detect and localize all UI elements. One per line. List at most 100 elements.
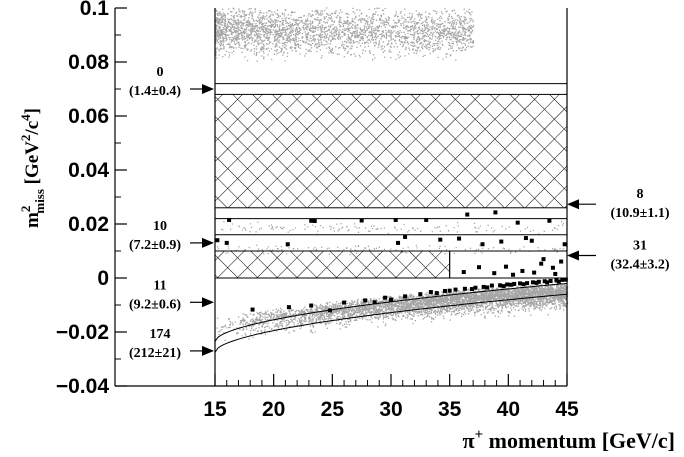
region-label-5: 31 (32.4±3.2) xyxy=(567,239,670,273)
hatched-box-0 xyxy=(214,93,568,209)
data-point xyxy=(521,282,526,287)
data-point xyxy=(383,295,388,300)
data-point xyxy=(511,272,516,277)
background-events xyxy=(215,7,569,341)
data-point xyxy=(359,218,364,223)
data-point xyxy=(312,219,317,224)
data-point xyxy=(554,278,559,283)
data-point xyxy=(403,294,408,299)
data-point xyxy=(485,285,490,290)
data-point xyxy=(393,217,398,222)
data-point xyxy=(541,257,546,262)
data-point xyxy=(547,218,552,223)
y-tick-label: −0.02 xyxy=(56,321,109,344)
data-point xyxy=(473,285,478,290)
data-point xyxy=(503,264,508,269)
arrow-head xyxy=(567,250,579,261)
data-point xyxy=(550,265,555,270)
data-point xyxy=(403,234,408,239)
axes: −0.04 −0.02 0 0.02 0.04 0.06 0.08 0.1 15 20 25 30 35… xyxy=(56,0,579,421)
data-point xyxy=(536,279,541,284)
region-estimate: (212±21) xyxy=(129,346,181,361)
y-tick-label: 0.06 xyxy=(68,105,109,128)
arrow-head xyxy=(202,297,214,308)
data-point xyxy=(545,280,550,285)
hatched-box-1 xyxy=(214,250,451,279)
region-boundaries xyxy=(215,83,567,279)
region-count: 0 xyxy=(157,65,164,80)
x-tick-label: 15 xyxy=(203,398,227,421)
data-point xyxy=(442,288,447,293)
x-tick-label: 40 xyxy=(497,398,520,421)
y-tick-label: 0.08 xyxy=(68,51,109,74)
x-axis-title: π+ momentum [GeV/c] xyxy=(463,427,675,453)
data-point xyxy=(434,291,439,296)
data-point xyxy=(515,220,520,225)
data-point xyxy=(518,281,523,286)
data-point xyxy=(453,287,458,292)
data-point xyxy=(499,239,504,244)
data-point xyxy=(492,271,497,276)
region-estimate: (10.9±1.1) xyxy=(610,206,669,221)
data-point xyxy=(508,282,513,287)
data-point xyxy=(501,284,506,289)
data-point xyxy=(562,242,567,247)
data-point xyxy=(481,284,486,289)
data-point xyxy=(542,279,547,284)
x-tick-label: 35 xyxy=(438,398,462,421)
data-point xyxy=(520,268,525,273)
data-point xyxy=(530,280,535,285)
y-tick-label: −0.04 xyxy=(56,375,109,398)
data-point xyxy=(224,240,229,245)
x-tick-label: 45 xyxy=(555,398,579,421)
data-point xyxy=(477,265,481,270)
data-point xyxy=(465,212,470,217)
y-tick-label: 0 xyxy=(97,267,109,290)
arrow-head xyxy=(202,84,214,94)
data-point xyxy=(327,308,332,313)
region-count: 8 xyxy=(637,187,644,202)
x-tick-label: 30 xyxy=(379,398,402,421)
data-point xyxy=(462,286,467,291)
data-point xyxy=(424,217,429,222)
data-point xyxy=(553,271,558,276)
arrow-head xyxy=(567,199,579,210)
data-point xyxy=(556,279,561,284)
data-point xyxy=(227,217,232,222)
data-point xyxy=(534,280,539,285)
data-point xyxy=(438,237,443,242)
data-point xyxy=(309,303,314,308)
data-point xyxy=(342,300,347,305)
arrow-head xyxy=(202,237,214,248)
data-point xyxy=(286,305,291,310)
region-labels: 0 (1.4±0.4) 10 (7.2±0.9) 11 (9.2±0.6) 174 (212±… xyxy=(129,65,670,361)
data-point xyxy=(525,281,530,286)
data-point xyxy=(309,218,314,223)
data-point xyxy=(560,277,565,282)
x-tick-label: 20 xyxy=(262,398,285,421)
region-estimate: (9.2±0.6) xyxy=(129,297,181,312)
signal-curves xyxy=(214,282,568,353)
data-point xyxy=(428,290,433,295)
data-point xyxy=(532,270,537,275)
data-point xyxy=(363,298,368,303)
arrow-head xyxy=(202,345,214,356)
region-count: 11 xyxy=(153,278,166,293)
hatched-regions xyxy=(214,93,568,279)
data-point xyxy=(523,236,528,241)
data-point xyxy=(489,283,494,288)
data-point xyxy=(461,270,466,275)
data-point xyxy=(469,287,474,292)
region-estimate: (1.4±0.4) xyxy=(129,84,181,99)
x-tick-label: 25 xyxy=(321,398,345,421)
region-count: 10 xyxy=(153,219,167,234)
region-count: 174 xyxy=(150,327,171,342)
region-label-2: 11 (9.2±0.6) xyxy=(129,278,214,312)
data-point xyxy=(505,282,510,287)
data-point xyxy=(539,261,544,266)
region-label-0: 0 (1.4±0.4) xyxy=(129,65,214,99)
data-point xyxy=(418,292,423,297)
data-point xyxy=(512,281,517,286)
region-estimate: (7.2±0.9) xyxy=(129,238,181,253)
signal-curve-0 xyxy=(214,282,568,342)
